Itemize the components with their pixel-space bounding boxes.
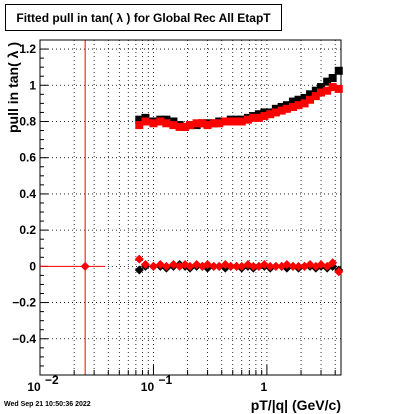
data-point bbox=[243, 115, 252, 124]
data-point bbox=[289, 103, 298, 111]
data-point bbox=[134, 265, 144, 275]
data-point bbox=[334, 84, 343, 93]
data-point bbox=[266, 110, 275, 119]
data-point bbox=[215, 119, 224, 128]
data-point bbox=[271, 261, 281, 271]
y-axis-title: pull in tan( λ ) bbox=[5, 42, 21, 133]
data-point bbox=[209, 261, 219, 271]
data-point bbox=[271, 108, 280, 117]
data-point bbox=[192, 119, 201, 128]
data-point bbox=[226, 117, 235, 126]
data-point bbox=[162, 119, 171, 128]
data-point bbox=[232, 117, 241, 126]
data-point bbox=[300, 99, 309, 108]
data-point bbox=[141, 117, 150, 126]
data-point bbox=[328, 258, 338, 268]
data-point bbox=[317, 83, 326, 92]
data-point bbox=[135, 115, 144, 124]
data-point bbox=[254, 113, 263, 122]
data-point bbox=[323, 77, 332, 86]
data-point bbox=[221, 117, 230, 126]
data-point bbox=[186, 121, 195, 130]
data-point bbox=[323, 86, 332, 95]
data-point bbox=[198, 119, 207, 128]
data-point bbox=[248, 261, 258, 271]
data-point bbox=[294, 101, 303, 110]
data-point bbox=[288, 261, 298, 271]
data-point bbox=[294, 95, 303, 104]
data-point bbox=[249, 113, 258, 122]
x-tick-exponent: −1 bbox=[158, 373, 172, 387]
data-point bbox=[181, 122, 190, 131]
data-point bbox=[328, 83, 337, 92]
y-tick-label: 1 bbox=[29, 78, 36, 92]
data-point bbox=[306, 90, 315, 99]
x-tick-exponent: −2 bbox=[45, 373, 59, 387]
data-point bbox=[294, 261, 304, 271]
y-tick-label: 0.2 bbox=[19, 223, 36, 237]
data-point bbox=[334, 66, 343, 75]
data-point bbox=[277, 106, 286, 115]
data-point bbox=[148, 261, 158, 271]
data-point bbox=[237, 117, 246, 126]
y-tick-label: −0.2 bbox=[12, 296, 36, 310]
data-point bbox=[140, 260, 150, 270]
y-tick-label: 1.2 bbox=[19, 42, 36, 56]
data-point bbox=[185, 261, 195, 271]
x-tick-label: 1 bbox=[261, 380, 268, 394]
data-point bbox=[260, 112, 269, 121]
y-tick-label: −0.4 bbox=[12, 332, 36, 346]
y-tick-label: 0.6 bbox=[19, 151, 36, 165]
data-point bbox=[226, 261, 236, 271]
data-point bbox=[311, 86, 320, 95]
data-point bbox=[232, 261, 242, 271]
x-tick-label: 10 bbox=[27, 380, 41, 394]
data-point bbox=[169, 121, 178, 130]
data-point bbox=[156, 117, 165, 126]
data-point bbox=[317, 88, 326, 97]
data-point bbox=[289, 97, 298, 106]
x-tick-label: 10 bbox=[141, 380, 155, 394]
timestamp: Wed Sep 21 10:50:36 2022 bbox=[4, 401, 91, 408]
data-point bbox=[328, 74, 337, 83]
data-point bbox=[300, 93, 309, 102]
plot-frame bbox=[39, 39, 342, 376]
data-point bbox=[135, 121, 144, 130]
chart-title: Fitted pull in tan( λ ) for Global Rec A… bbox=[5, 4, 282, 31]
data-point bbox=[334, 267, 344, 277]
data-point bbox=[311, 92, 320, 101]
y-tick-label: 0 bbox=[29, 259, 36, 273]
data-point bbox=[149, 119, 158, 128]
data-point bbox=[265, 261, 275, 271]
data-point bbox=[282, 104, 291, 113]
data-point bbox=[306, 95, 315, 104]
data-point bbox=[203, 121, 212, 130]
x-axis-title: pT/|q| (GeV/c) bbox=[251, 397, 341, 413]
y-tick-label: 0.4 bbox=[19, 187, 36, 201]
data-point bbox=[175, 122, 184, 131]
data-point bbox=[209, 119, 218, 128]
data-point bbox=[322, 261, 332, 271]
plot-area bbox=[40, 40, 341, 375]
data-point bbox=[161, 261, 171, 271]
data-point bbox=[134, 254, 144, 264]
y-tick-label: 0.8 bbox=[19, 114, 36, 128]
